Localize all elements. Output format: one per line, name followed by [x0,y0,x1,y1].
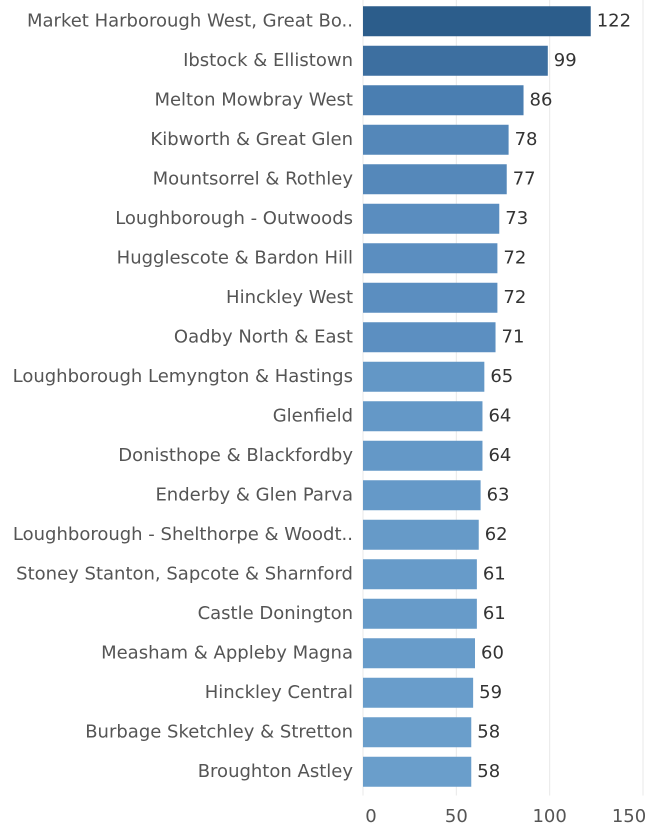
bar [363,164,507,195]
value-label: 64 [488,445,511,466]
value-label: 77 [513,168,536,189]
bar [363,677,474,708]
value-label: 60 [481,642,504,663]
value-label: 122 [597,10,631,31]
y-tick-label: Measham & Appleby Magna [101,642,353,663]
y-tick-label: Loughborough - Shelthorpe & Woodt.. [13,524,353,545]
y-tick-label: Burbage Sketchley & Stretton [85,721,353,742]
value-label: 58 [477,721,500,742]
bar [363,85,524,116]
value-label: 61 [483,603,506,624]
bar [363,6,591,37]
value-label: 58 [477,761,500,782]
value-label: 71 [502,326,525,347]
y-tick-label: Mountsorrel & Rothley [153,168,354,189]
bar [363,717,472,748]
y-tick-label: Hinckley West [226,287,353,308]
y-tick-label: Castle Donington [198,603,353,624]
y-tick-label: Donisthope & Blackfordby [118,445,353,466]
bar [363,519,479,550]
y-tick-label: Enderby & Glen Parva [155,484,353,505]
x-tick-label: 0 [365,806,376,827]
value-label: 99 [554,50,577,71]
value-label: 64 [488,405,511,426]
x-tick-label: 150 [612,806,646,827]
bar [363,243,498,274]
value-label: 73 [505,208,528,229]
y-tick-label: Glenfield [273,405,353,426]
y-tick-label: Kibworth & Great Glen [150,129,353,150]
y-tick-label: Ibstock & Ellistown [183,50,353,71]
value-label: 86 [530,89,553,110]
x-tick-label: 100 [532,806,566,827]
bar [363,756,472,787]
value-label: 72 [503,247,526,268]
bar [363,480,481,511]
value-label: 63 [487,484,510,505]
bar [363,45,548,76]
bar [363,598,477,629]
value-label: 65 [490,366,513,387]
bar [363,559,477,590]
y-tick-label: Broughton Astley [198,761,354,782]
bar [363,638,475,669]
bar [363,401,483,432]
value-label: 59 [479,682,502,703]
y-tick-label: Loughborough Lemyngton & Hastings [13,366,353,387]
bar [363,440,483,471]
bar [363,203,500,234]
value-label: 72 [503,287,526,308]
y-tick-label: Oadby North & East [174,326,353,347]
value-label: 61 [483,563,506,584]
y-tick-label: Hinckley Central [205,682,353,703]
x-tick-label: 50 [445,806,468,827]
bar [363,322,496,353]
bar [363,361,485,392]
bar [363,282,498,313]
value-label: 62 [485,524,508,545]
y-tick-label: Market Harborough West, Great Bo.. [27,10,353,31]
y-tick-label: Melton Mowbray West [154,89,353,110]
value-label: 78 [515,129,538,150]
bar [363,124,509,155]
y-tick-label: Loughborough - Outwoods [115,208,353,229]
y-tick-label: Stoney Stanton, Sapcote & Sharnford [16,563,353,584]
y-tick-label: Hugglescote & Bardon Hill [117,247,353,268]
